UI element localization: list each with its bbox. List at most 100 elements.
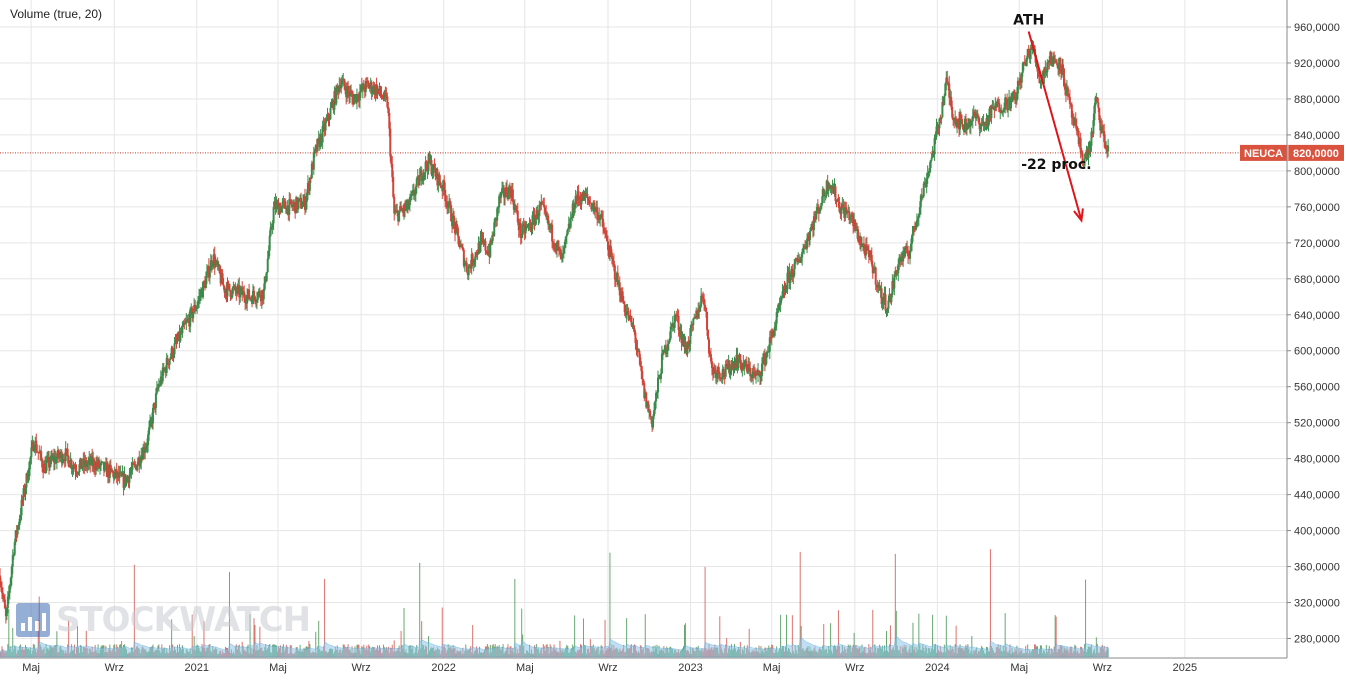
candle-body: [1103, 131, 1106, 143]
candle-body: [1006, 98, 1009, 110]
candle-body: [652, 416, 655, 428]
candle-body: [915, 220, 918, 223]
candle-body: [21, 499, 24, 501]
candle-body: [406, 200, 409, 210]
candle-body: [1063, 86, 1066, 90]
candle-body: [266, 258, 269, 273]
y-tick-label: 640,0000: [1294, 310, 1340, 322]
candle-body: [335, 85, 338, 104]
candle-body: [558, 248, 561, 250]
candle-body: [574, 195, 577, 209]
x-tick-label: Wrz: [351, 662, 370, 674]
candle-body: [921, 196, 924, 198]
candle-body: [859, 239, 862, 247]
candle-body: [947, 82, 950, 84]
candle-body: [388, 112, 391, 129]
candle-body: [14, 530, 17, 543]
candle-body: [155, 387, 158, 394]
candle-body: [312, 152, 315, 170]
y-tick-label: 480,0000: [1294, 454, 1340, 466]
grid-lines: [0, 0, 1287, 658]
candle-body: [643, 383, 646, 398]
candle-body: [628, 315, 631, 320]
candle-body: [78, 464, 81, 473]
candle-body: [255, 299, 258, 303]
candle-body: [330, 105, 333, 109]
candle-body: [290, 199, 293, 205]
candle-body: [929, 160, 932, 169]
candle-body: [412, 190, 415, 196]
candle-body: [761, 360, 764, 364]
candle-body: [347, 86, 350, 92]
candle-body: [897, 264, 900, 274]
y-tick-label: 840,0000: [1294, 130, 1340, 142]
candle-body: [745, 360, 748, 367]
candle-body: [964, 118, 967, 130]
candle-body: [407, 205, 410, 210]
candle-body: [134, 464, 137, 466]
candle-body: [1040, 81, 1043, 83]
candle-body: [1067, 93, 1070, 97]
candle-body: [350, 91, 353, 93]
candle-body: [76, 472, 79, 474]
candle-body: [933, 138, 936, 155]
candle-body: [199, 295, 202, 297]
candle-body: [232, 287, 235, 289]
candle-body: [922, 183, 925, 197]
candle-body: [845, 207, 848, 214]
candle-body: [971, 115, 974, 122]
candle-body: [798, 259, 801, 262]
candle-body: [485, 250, 488, 252]
candle-body: [262, 289, 265, 300]
price-tag: [1240, 144, 1344, 161]
candle-body: [885, 310, 888, 312]
candle-body: [850, 214, 853, 218]
candle-body: [29, 457, 32, 462]
candle-body: [713, 367, 716, 370]
y-tick-label: 320,0000: [1294, 598, 1340, 610]
candle-body: [736, 354, 739, 368]
candle-body: [851, 214, 854, 216]
candle-body: [173, 343, 176, 355]
candle-body: [702, 296, 705, 299]
candle-body: [68, 466, 71, 468]
candle-body: [554, 247, 557, 249]
candle-body: [966, 123, 969, 130]
candle-body: [530, 229, 533, 231]
candle-body: [236, 286, 239, 294]
candle-body: [627, 310, 630, 320]
candle-body: [501, 188, 504, 193]
candle-body: [1053, 56, 1056, 63]
candle-body: [997, 100, 1000, 103]
candle-body: [998, 102, 1001, 113]
candle-body: [771, 331, 774, 334]
candle-body: [854, 219, 857, 230]
candle-body: [820, 203, 823, 206]
candle-body: [99, 465, 102, 468]
candle-body: [910, 235, 913, 244]
candle-body: [24, 487, 27, 495]
candle-body: [697, 308, 700, 318]
candle-body: [252, 290, 255, 304]
candle-body: [725, 364, 728, 366]
candle-body: [433, 164, 436, 170]
candle-body: [489, 240, 492, 257]
candle-body: [205, 271, 208, 278]
candle-body: [142, 447, 145, 460]
candle-body: [505, 187, 508, 197]
candle-body: [65, 448, 68, 450]
candle-body: [1097, 102, 1100, 108]
candle-body: [654, 401, 657, 411]
candle-body: [144, 449, 147, 453]
candle-body: [213, 254, 216, 267]
candle-body: [743, 365, 746, 370]
candle-body: [376, 88, 379, 96]
candle-body: [865, 244, 868, 247]
candle-body: [1037, 71, 1040, 76]
candle-body: [715, 374, 718, 379]
volume-indicator-label[interactable]: Volume (true, 20): [10, 7, 103, 21]
candle-body: [210, 260, 213, 267]
candle-body: [1023, 61, 1026, 64]
